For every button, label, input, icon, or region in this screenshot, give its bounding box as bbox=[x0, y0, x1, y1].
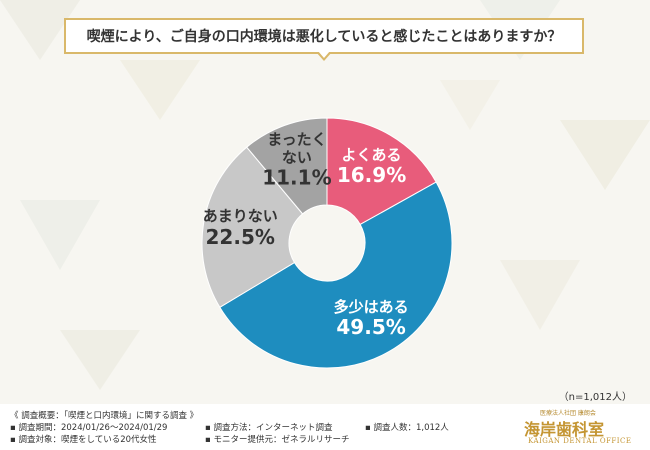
footer-item: 調査対象：喫煙をしている20代女性 bbox=[10, 433, 156, 445]
category-label: あまりない bbox=[202, 207, 278, 226]
footer-item: 調査方法：インターネット調査 bbox=[205, 421, 332, 433]
logo-english: KAIGAN DENTAL OFFICE bbox=[528, 437, 632, 445]
footer-item: 調査人数：1,012人 bbox=[365, 421, 448, 433]
category-label: まったく ない bbox=[267, 130, 327, 166]
value-label: 49.5% bbox=[336, 315, 406, 340]
value-label: 22.5% bbox=[205, 224, 275, 249]
slice-label: よくある 16.9% bbox=[336, 145, 407, 188]
category-label: よくある bbox=[341, 145, 402, 164]
donut-slice bbox=[219, 181, 453, 369]
logo-org: 医療法人社団 康朗会 bbox=[540, 410, 596, 417]
logo-name: 海岸歯科室 bbox=[524, 420, 605, 439]
chart-title: 喫煙により、ご自身の口内環境は悪化していると感じたことはありますか？ bbox=[64, 18, 584, 54]
title-notch-inner bbox=[318, 51, 330, 58]
value-label: 16.9% bbox=[336, 163, 407, 188]
donut-slice bbox=[246, 117, 328, 215]
slice-label: あまりない 22.5% bbox=[202, 207, 278, 249]
category-label: 多少はある bbox=[333, 298, 409, 317]
slice-label: まったく ない 11.1% bbox=[262, 130, 332, 190]
donut-slice bbox=[326, 117, 437, 226]
value-label: 11.1% bbox=[262, 165, 332, 190]
footer-item: 調査期間：2024/01/26〜2024/01/29 bbox=[10, 421, 167, 433]
footer-item: モニター提供元：ゼネラルリサーチ bbox=[205, 433, 349, 445]
slice-label: 多少はある 49.5% bbox=[333, 298, 409, 340]
sample-note: （n=1,012人） bbox=[558, 392, 632, 403]
donut-slice bbox=[201, 146, 304, 308]
footer-heading: 《 調査概要：「喫煙と口内環境」に関する調査 》 bbox=[10, 411, 199, 421]
